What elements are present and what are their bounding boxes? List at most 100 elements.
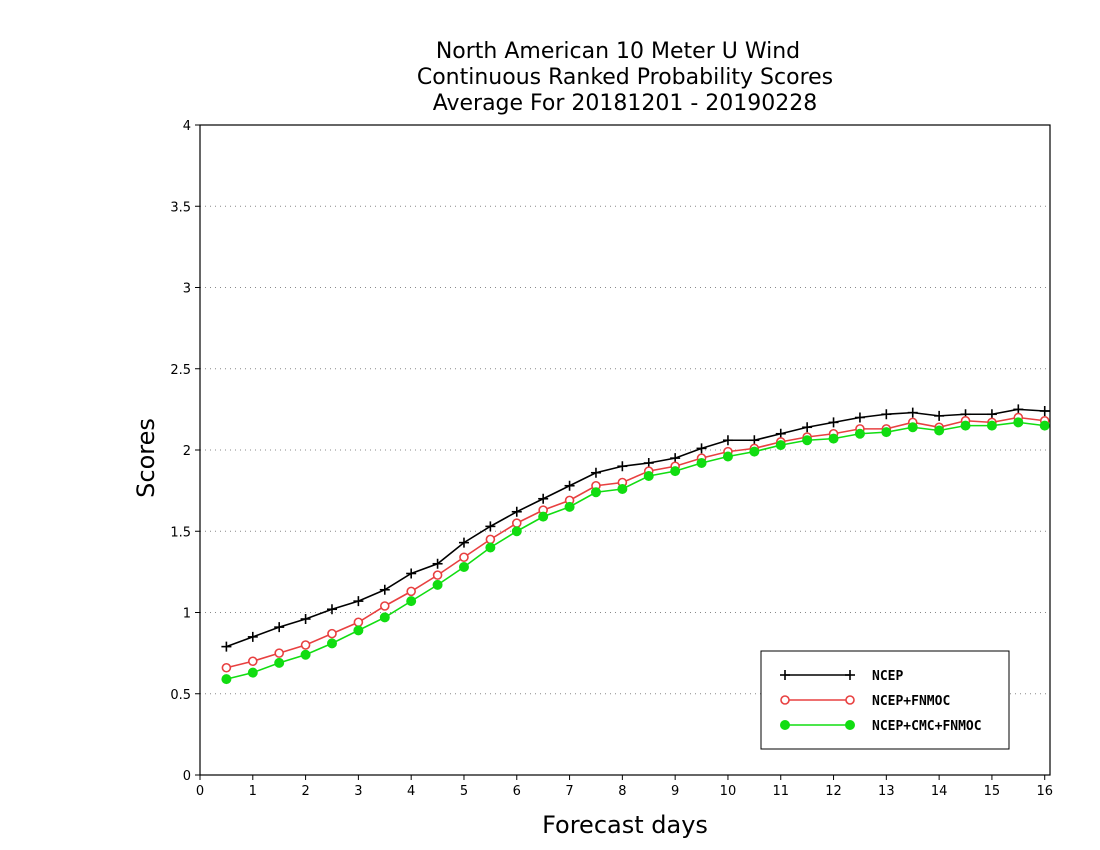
title-line-3: Average For 20181201 - 20190228 <box>433 91 818 116</box>
x-tick-label: 16 <box>1036 784 1053 799</box>
legend-marker <box>780 720 790 730</box>
data-point <box>538 493 549 504</box>
legend-item: NCEP+CMC+FNMOC <box>780 719 982 734</box>
data-point <box>485 542 496 553</box>
y-axis-ticks: 0 0.5 1 1.5 2 2.5 3 3.5 4 <box>170 119 200 784</box>
data-point <box>538 511 549 522</box>
y-tick-label: 2 <box>183 444 191 459</box>
data-point <box>511 518 522 528</box>
data-point <box>406 596 417 607</box>
data-point <box>960 420 971 431</box>
data-point <box>775 440 786 451</box>
data-point <box>353 617 364 628</box>
legend-marker <box>845 670 855 680</box>
legend-marker <box>845 720 855 730</box>
legend-item: NCEP+FNMOC <box>780 694 950 709</box>
data-point <box>934 410 945 421</box>
legend-marker <box>845 695 855 705</box>
x-tick-label: 2 <box>301 784 309 799</box>
series-ncep <box>221 404 1050 652</box>
data-point <box>458 562 469 572</box>
x-tick-label: 3 <box>354 784 362 799</box>
data-point <box>564 480 575 491</box>
y-tick-label: 3 <box>183 282 191 297</box>
data-point <box>247 631 258 642</box>
x-tick-label: 14 <box>931 784 948 799</box>
title-line-1: North American 10 Meter U Wind <box>436 39 800 64</box>
legend-item: NCEP <box>780 669 903 684</box>
y-tick-label: 1.5 <box>170 525 191 540</box>
data-point <box>696 458 707 468</box>
data-point <box>802 435 813 446</box>
data-point <box>907 407 918 418</box>
x-tick-label: 15 <box>984 784 1001 799</box>
data-point <box>485 534 496 545</box>
data-point <box>590 487 601 498</box>
data-point <box>247 656 258 667</box>
x-tick-label: 11 <box>772 784 789 799</box>
data-point <box>379 612 390 623</box>
y-tick-label: 0 <box>183 769 191 784</box>
x-tick-label: 13 <box>878 784 895 799</box>
x-axis-label: Forecast days <box>542 811 708 839</box>
data-point <box>617 484 628 494</box>
x-tick-label: 7 <box>565 784 573 799</box>
x-tick-label: 6 <box>513 784 521 799</box>
data-point <box>854 428 865 439</box>
data-point <box>300 640 311 650</box>
data-point <box>802 422 813 433</box>
data-point <box>590 467 601 478</box>
legend: NCEP NCEP+FNMOC NCEP+CMC+FNMOC <box>760 650 1010 750</box>
series-line <box>226 416 1050 669</box>
data-point <box>274 657 285 668</box>
x-tick-label: 9 <box>671 784 679 799</box>
data-point <box>379 584 390 595</box>
data-point <box>881 427 892 438</box>
data-point <box>643 471 654 481</box>
data-point <box>274 648 284 658</box>
series-line <box>226 421 1050 680</box>
data-point <box>458 537 469 548</box>
data-point <box>353 596 364 607</box>
data-point <box>907 422 918 433</box>
data-point <box>511 506 522 517</box>
x-tick-label: 8 <box>618 784 626 799</box>
data-point <box>722 451 733 462</box>
data-point <box>617 461 628 472</box>
data-point <box>300 614 311 624</box>
data-point <box>274 622 285 633</box>
data-point <box>749 446 760 457</box>
y-tick-label: 1 <box>183 607 191 622</box>
y-tick-label: 3.5 <box>170 200 191 215</box>
data-point <box>511 526 522 537</box>
data-point <box>828 433 839 444</box>
legend-label: NCEP <box>872 669 903 684</box>
series-ncep-fnmoc <box>221 412 1050 673</box>
data-point <box>406 568 417 579</box>
data-point <box>564 501 575 512</box>
data-point <box>379 601 390 611</box>
legend-marker <box>780 695 790 705</box>
legend-marker <box>780 670 790 680</box>
data-point <box>986 420 997 431</box>
x-tick-label: 12 <box>825 784 842 799</box>
data-point <box>881 409 892 420</box>
data-point <box>934 425 945 436</box>
data-point <box>670 466 681 477</box>
data-point <box>327 628 337 639</box>
data-point <box>854 412 865 423</box>
series-layer <box>221 404 1050 685</box>
data-point <box>300 649 311 660</box>
data-point <box>828 417 839 428</box>
data-point <box>353 625 364 636</box>
data-point <box>432 570 443 580</box>
data-point <box>1039 406 1050 416</box>
legend-label: NCEP+FNMOC <box>872 694 950 709</box>
data-point <box>247 667 258 678</box>
series-line <box>226 408 1050 648</box>
data-point <box>406 586 416 597</box>
data-point <box>485 521 496 532</box>
chart-title: North American 10 Meter U Wind Continuou… <box>417 39 833 116</box>
data-point <box>221 674 232 685</box>
